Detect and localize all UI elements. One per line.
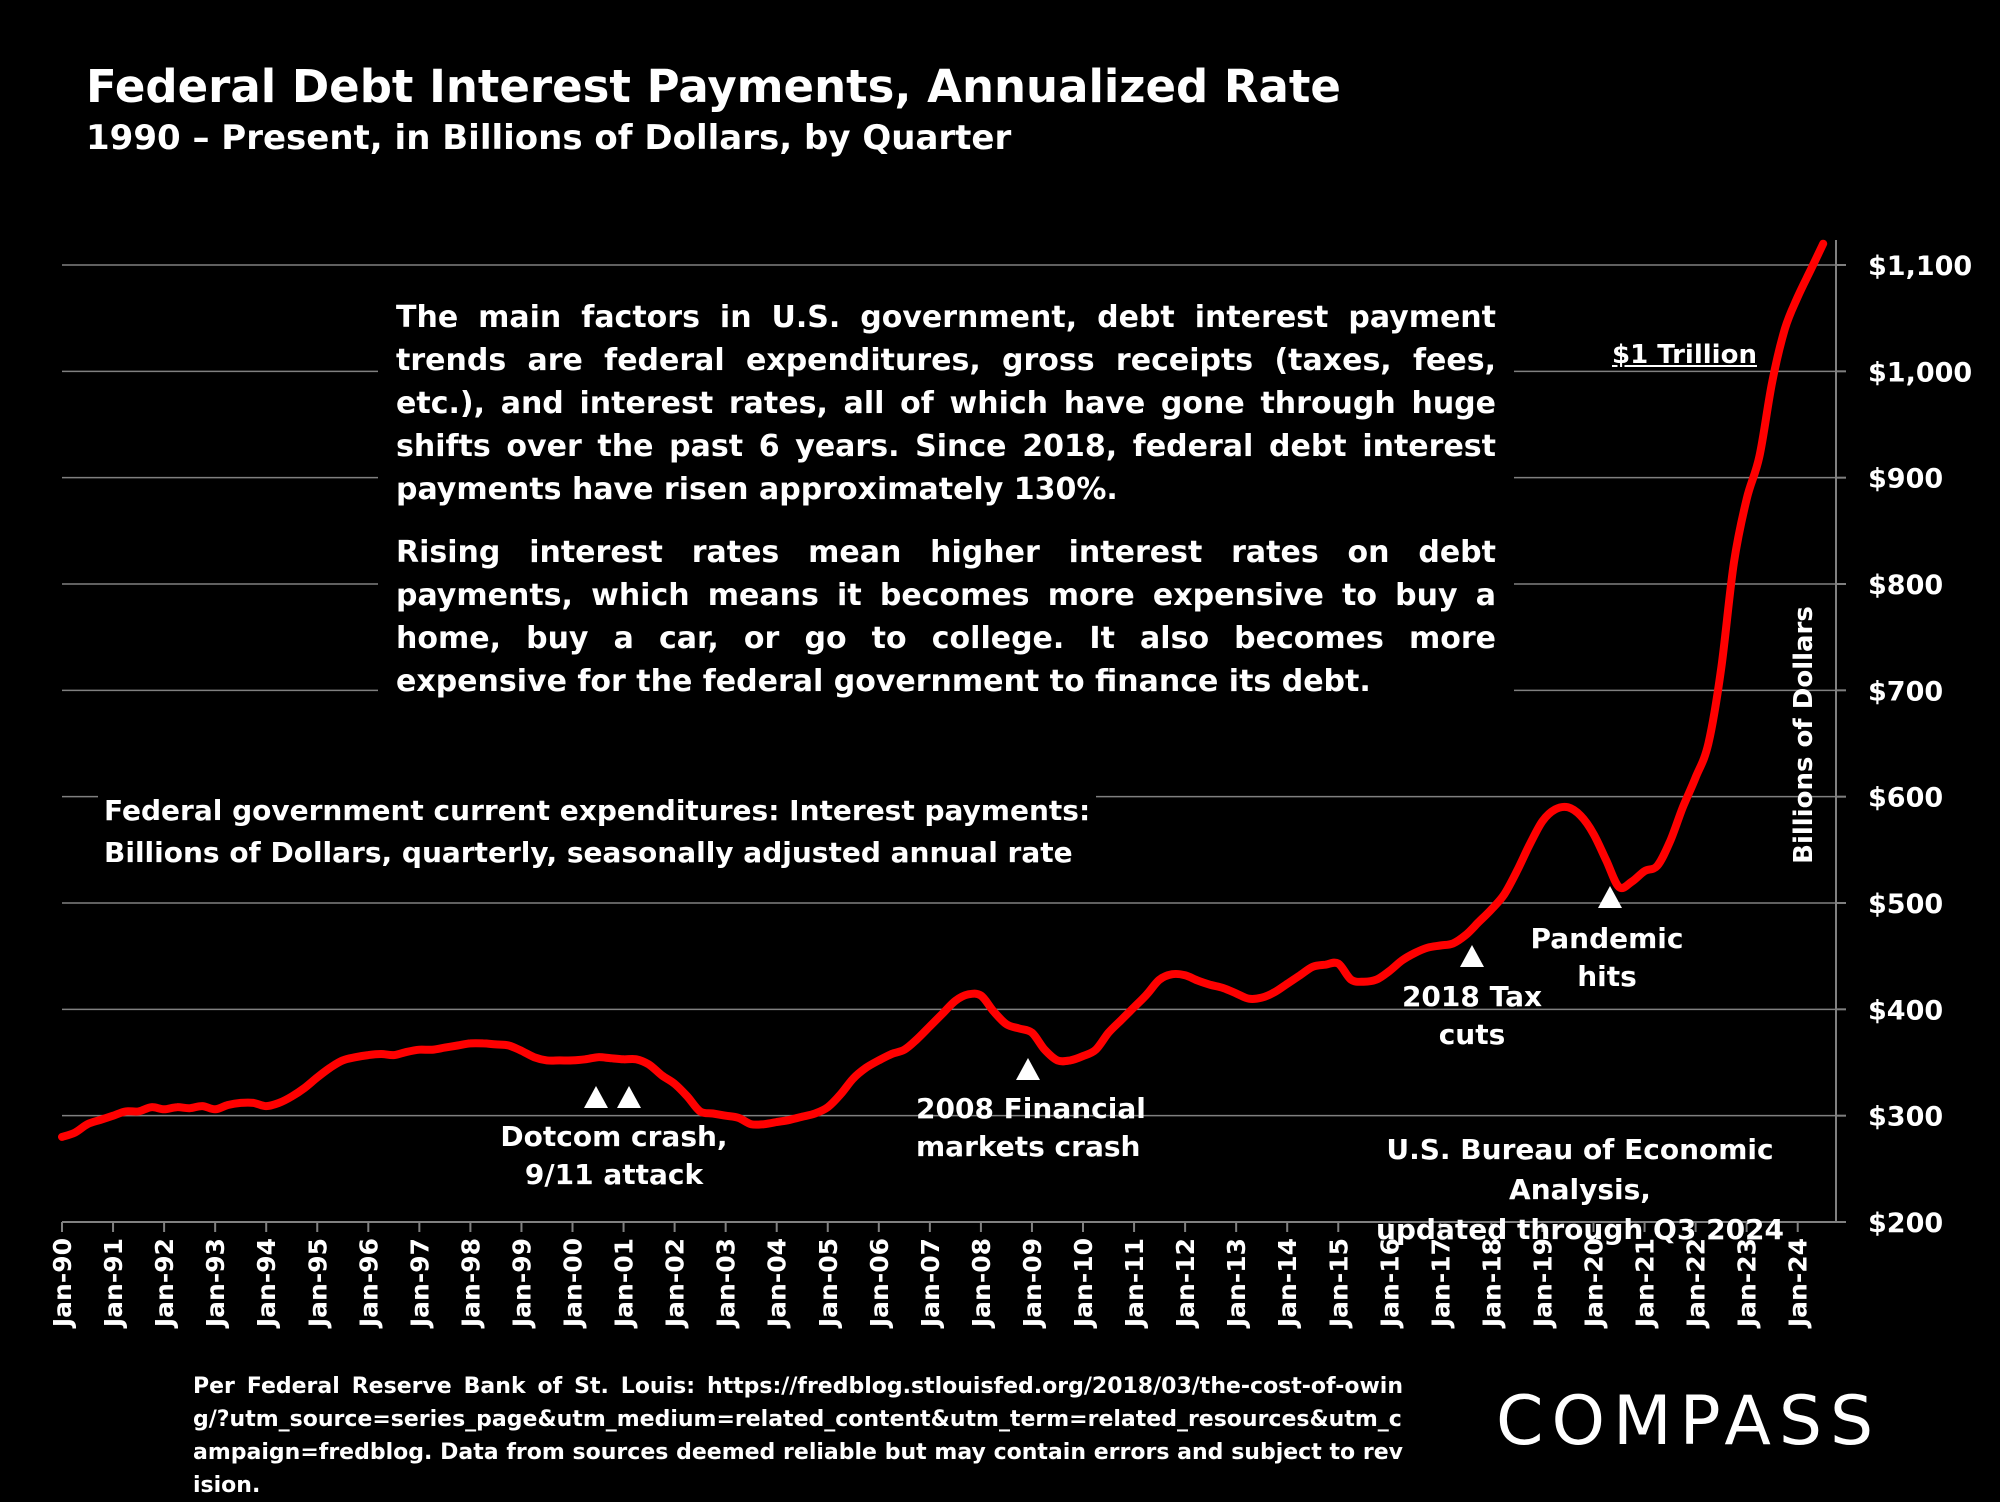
x-tick-label: Jan-03 (712, 1238, 741, 1329)
sept11-marker-icon (617, 1086, 641, 1108)
compass-logo: COMPASS (1496, 1382, 1882, 1461)
x-tick-label: Jan-15 (1324, 1238, 1353, 1329)
x-tick-labels: Jan-90 Jan-91 Jan-92 Jan-93 Jan-94 Jan-95 Jan-… (48, 1222, 1813, 1329)
tax-cuts-annotation: 2018 Tax cuts (1401, 980, 1543, 1051)
x-tick-label: Jan-93 (201, 1238, 230, 1329)
y-tick-label: $700 (1868, 676, 1943, 707)
x-tick-label: Jan-01 (610, 1238, 639, 1329)
x-tick-label: Jan-22 (1682, 1238, 1711, 1329)
axes (62, 240, 1837, 1223)
y-tick-label: $300 (1868, 1102, 1943, 1133)
explanation-paragraph-1: The main factors in U.S. government, deb… (396, 300, 1496, 507)
y-tick-label: $400 (1868, 995, 1943, 1026)
x-tick-label: Jan-94 (252, 1238, 281, 1329)
x-tick-label: Jan-06 (865, 1238, 894, 1329)
x-tick-label: Jan-13 (1222, 1238, 1251, 1329)
tax-cuts-marker-icon (1460, 945, 1484, 967)
x-tick-label: Jan-97 (405, 1238, 434, 1329)
x-tick-label: Jan-11 (1120, 1238, 1149, 1329)
series-line (58, 239, 1828, 1141)
source-note: U.S. Bureau of Economic Analysis, update… (1375, 1133, 1785, 1246)
y-tick-label: $600 (1868, 783, 1943, 814)
y-tick-label: $500 (1868, 889, 1943, 920)
pandemic-marker-icon (1598, 886, 1622, 908)
x-tick-label: Jan-21 (1631, 1238, 1660, 1329)
series-label-line-1: Federal government current expenditures:… (104, 794, 1091, 827)
x-tick-label: Jan-92 (150, 1238, 179, 1329)
x-tick-label: Jan-24 (1784, 1238, 1813, 1329)
y-tick-label: $800 (1868, 570, 1943, 601)
x-tick-label: Jan-05 (814, 1238, 843, 1329)
x-tick-label: Jan-23 (1733, 1238, 1762, 1329)
x-tick-label: Jan-08 (967, 1238, 996, 1329)
x-tick-label: Jan-18 (1477, 1238, 1506, 1329)
x-tick-label: Jan-19 (1528, 1238, 1557, 1329)
financial-crash-marker-icon (1016, 1058, 1040, 1080)
x-tick-label: Jan-00 (559, 1238, 588, 1329)
financial-crash-annotation: 2008 Financial markets crash (916, 1092, 1146, 1163)
y-tick-label: $1,000 (1868, 357, 1972, 388)
x-tick-label: Jan-07 (916, 1238, 945, 1329)
series-label: Federal government current expenditures:… (98, 790, 1097, 874)
dotcom-marker-icon (584, 1086, 608, 1108)
x-tick-label: Jan-99 (507, 1238, 536, 1329)
dotcom-annotation: Dotcom crash, 9/11 attack (500, 1120, 728, 1191)
x-tick-label: Jan-02 (661, 1238, 690, 1329)
x-tick-label: Jan-14 (1273, 1238, 1302, 1329)
x-tick-label: Jan-12 (1171, 1238, 1200, 1329)
footnote: Per Federal Reserve Bank of St. Louis: h… (193, 1374, 1403, 1498)
chart-title: Federal Debt Interest Payments, Annualiz… (86, 60, 1341, 113)
y-axis-title: Billions of Dollars (1789, 606, 1819, 864)
x-tick-label: Jan-20 (1580, 1238, 1609, 1329)
x-tick-label: Jan-17 (1426, 1238, 1455, 1329)
y-tick-label: $900 (1868, 464, 1943, 495)
y-tick-label: $200 (1868, 1208, 1943, 1239)
x-tick-label: Jan-09 (1018, 1238, 1047, 1329)
series-label-line-2: Billions of Dollars, quarterly, seasonal… (104, 836, 1073, 869)
x-tick-label: Jan-98 (456, 1238, 485, 1329)
x-tick-label: Jan-04 (763, 1238, 792, 1329)
chart-subtitle: 1990 – Present, in Billions of Dollars, … (86, 118, 1012, 158)
x-tick-label: Jan-95 (303, 1238, 332, 1329)
pandemic-annotation: Pandemic hits (1530, 922, 1684, 993)
y-tick-labels: $200 $300 $400 $500 $600 $700 $800 $900 $1,000 $1… (1868, 251, 1972, 1239)
x-tick-label: Jan-96 (354, 1238, 383, 1329)
y-tick-label: $1,100 (1868, 251, 1972, 282)
x-tick-label: Jan-91 (99, 1238, 128, 1329)
one-trillion-label: $1 Trillion (1612, 340, 1757, 370)
x-tick-label: Jan-90 (48, 1238, 77, 1329)
x-tick-label: Jan-16 (1375, 1238, 1404, 1329)
x-tick-label: Jan-10 (1069, 1238, 1098, 1329)
explanation-textbox: The main factors in U.S. government, deb… (378, 292, 1514, 717)
explanation-paragraph-2: Rising interest rates mean higher intere… (396, 535, 1496, 699)
